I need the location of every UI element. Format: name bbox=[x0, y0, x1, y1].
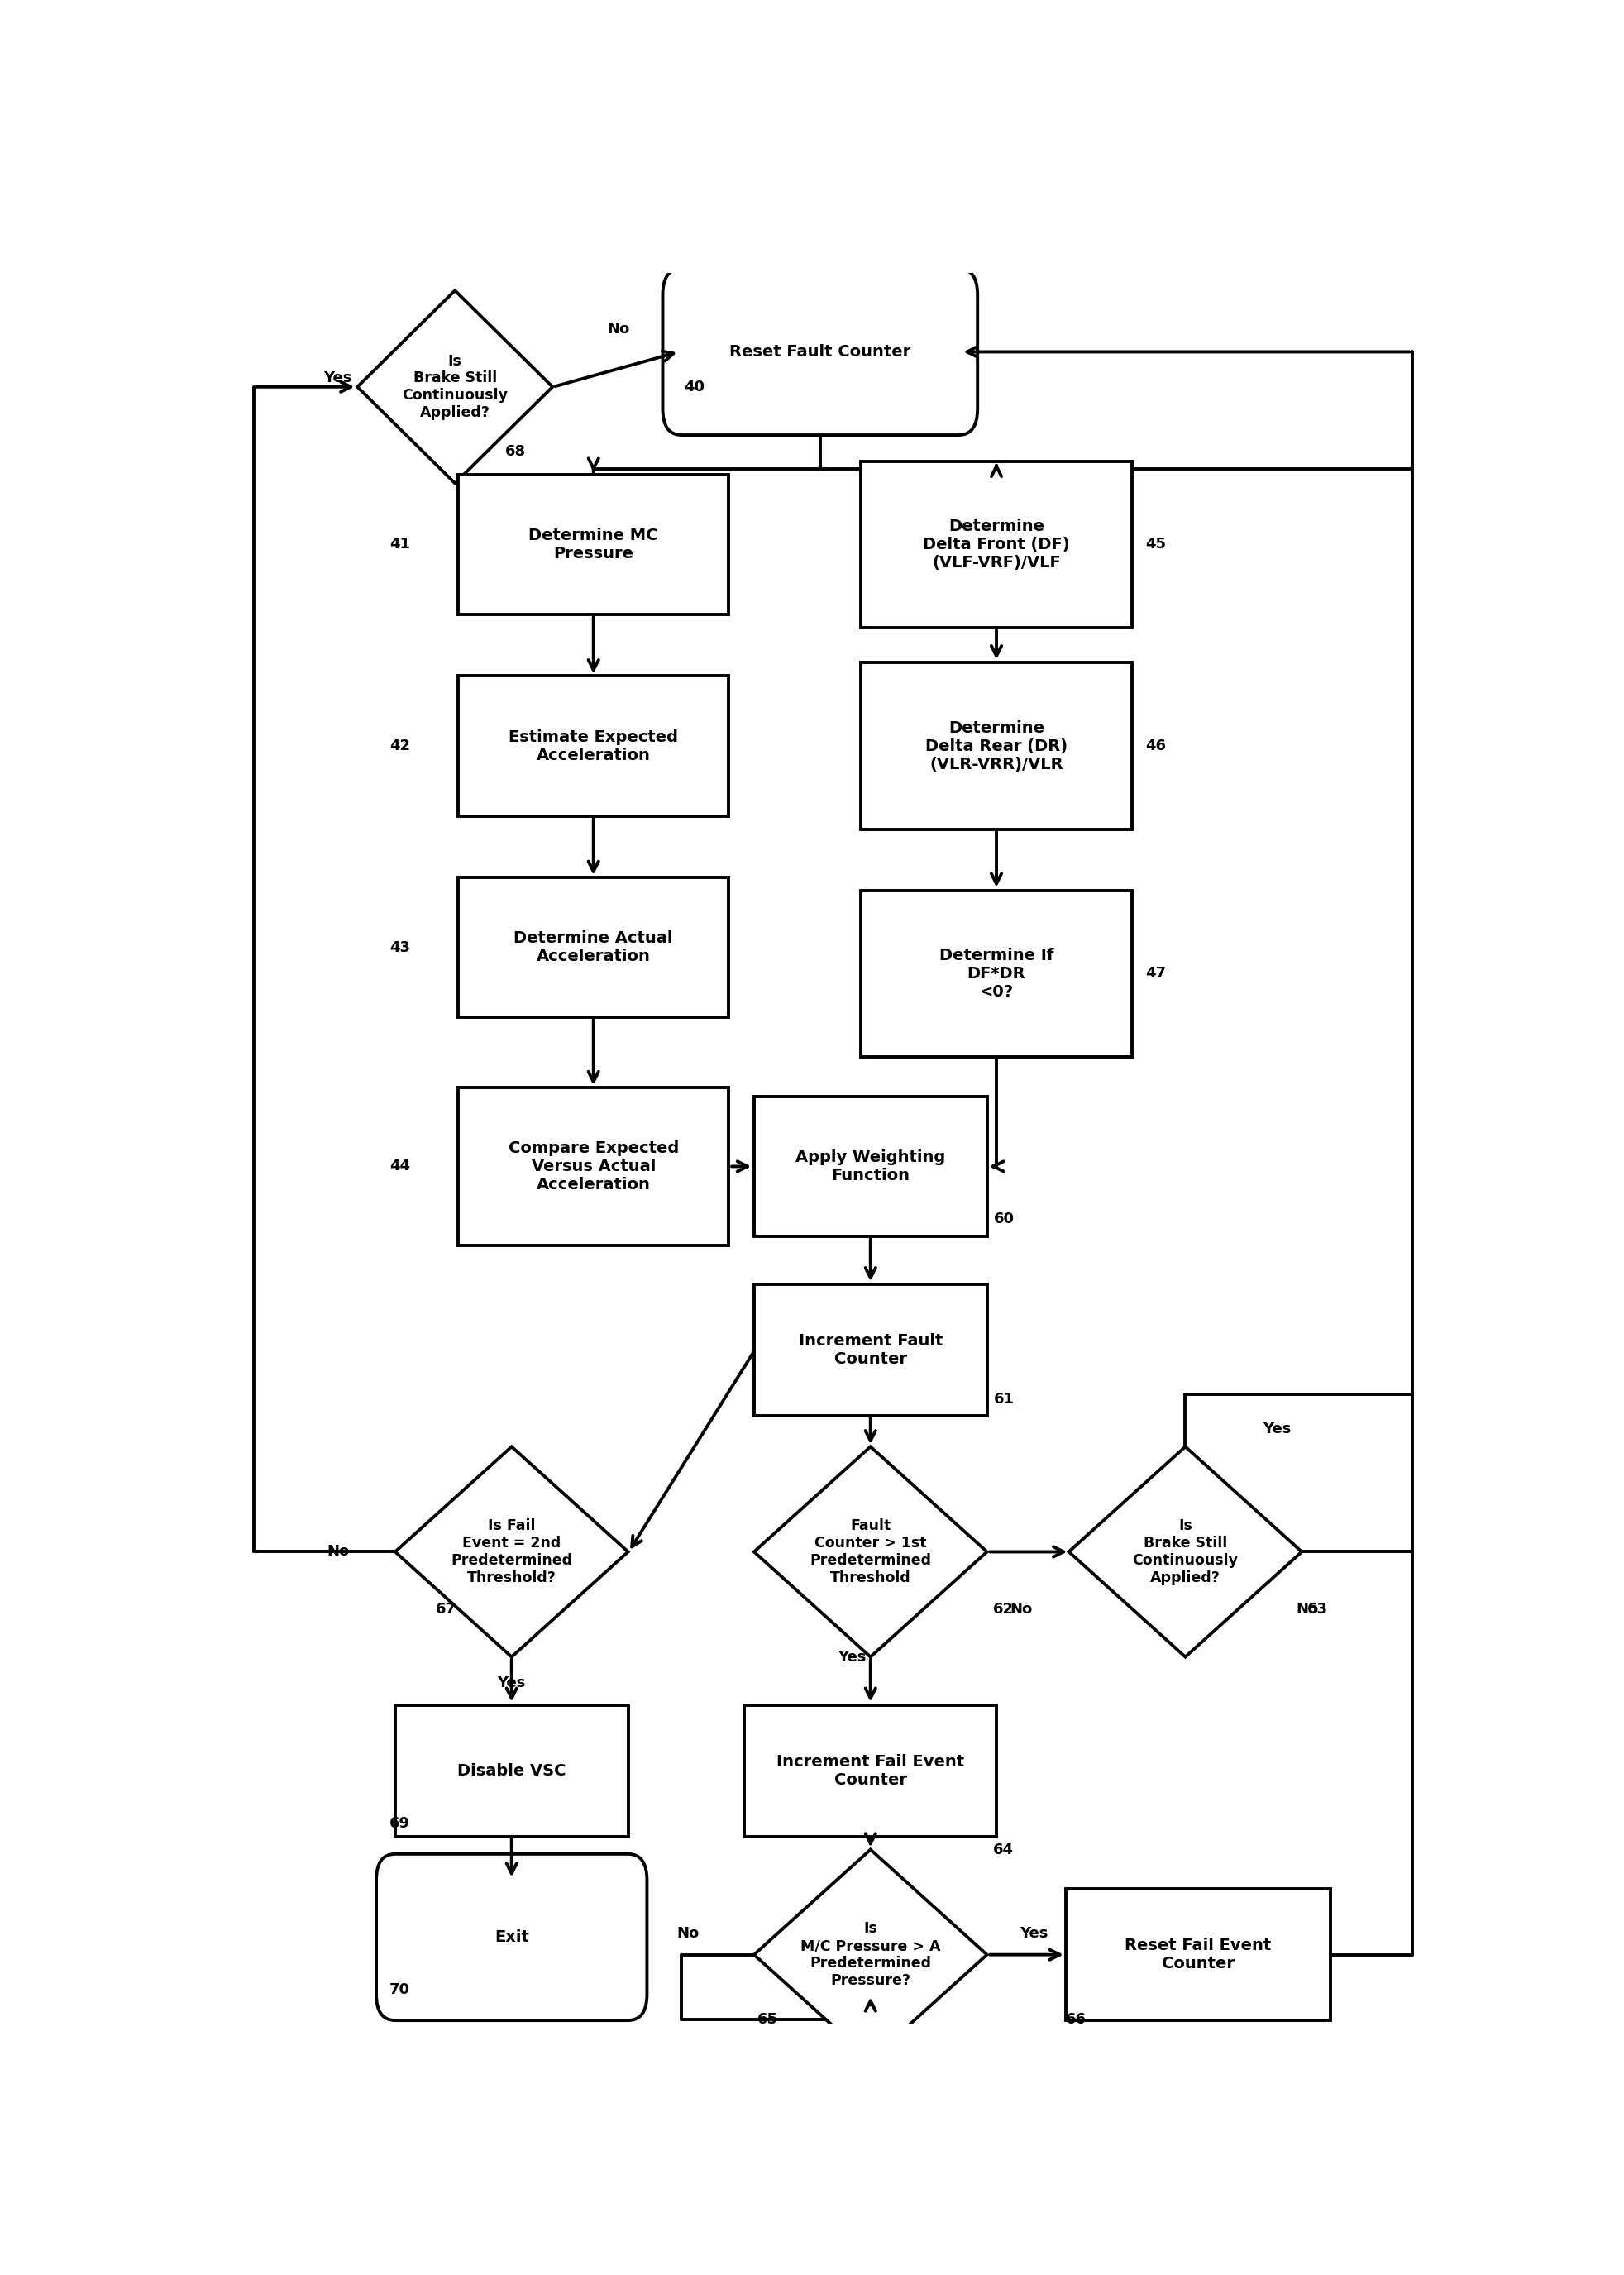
Text: 67: 67 bbox=[435, 1602, 456, 1618]
Text: Reset Fault Counter: Reset Fault Counter bbox=[729, 344, 911, 359]
Text: 47: 47 bbox=[1145, 967, 1164, 981]
Polygon shape bbox=[1069, 1447, 1301, 1656]
Text: 70: 70 bbox=[390, 1982, 409, 1997]
Text: 40: 40 bbox=[684, 380, 705, 394]
Text: 60: 60 bbox=[994, 1213, 1013, 1226]
Text: 69: 69 bbox=[390, 1815, 409, 1831]
Text: Determine Actual
Acceleration: Determine Actual Acceleration bbox=[513, 930, 672, 965]
Bar bbox=[458, 475, 729, 614]
Text: Is
M/C Pressure > A
Predetermined
Pressure?: Is M/C Pressure > A Predetermined Pressu… bbox=[801, 1922, 940, 1988]
Polygon shape bbox=[357, 291, 552, 482]
Bar bbox=[744, 1704, 996, 1836]
Text: Yes: Yes bbox=[836, 1649, 866, 1665]
Bar bbox=[861, 890, 1132, 1058]
Text: Is
Brake Still
Continuously
Applied?: Is Brake Still Continuously Applied? bbox=[1132, 1517, 1237, 1586]
Bar bbox=[458, 878, 729, 1017]
Polygon shape bbox=[754, 1447, 986, 1656]
Text: 64: 64 bbox=[992, 1843, 1013, 1856]
Text: Increment Fail Event
Counter: Increment Fail Event Counter bbox=[776, 1754, 965, 1788]
Text: 65: 65 bbox=[757, 2011, 778, 2027]
Text: 44: 44 bbox=[390, 1158, 409, 1174]
Text: Disable VSC: Disable VSC bbox=[456, 1763, 565, 1779]
Polygon shape bbox=[754, 1850, 986, 2059]
Text: 68: 68 bbox=[505, 444, 526, 460]
Text: 63: 63 bbox=[1307, 1602, 1327, 1618]
Text: No: No bbox=[676, 1927, 698, 1941]
Text: Reset Fail Event
Counter: Reset Fail Event Counter bbox=[1124, 1938, 1270, 1972]
Text: Determine If
DF*DR
<0?: Determine If DF*DR <0? bbox=[939, 949, 1052, 999]
Text: Fault
Counter > 1st
Predetermined
Threshold: Fault Counter > 1st Predetermined Thresh… bbox=[809, 1517, 931, 1586]
Bar bbox=[1065, 1888, 1330, 2020]
Bar bbox=[458, 1087, 729, 1244]
Text: 45: 45 bbox=[1145, 537, 1164, 553]
Text: Compare Expected
Versus Actual
Acceleration: Compare Expected Versus Actual Accelerat… bbox=[508, 1140, 679, 1192]
FancyBboxPatch shape bbox=[377, 1854, 646, 2020]
Text: Exit: Exit bbox=[494, 1929, 529, 1945]
Text: Yes: Yes bbox=[323, 371, 352, 384]
Text: Determine MC
Pressure: Determine MC Pressure bbox=[528, 528, 658, 562]
Text: Yes: Yes bbox=[1020, 1927, 1047, 1941]
Text: Apply Weighting
Function: Apply Weighting Function bbox=[796, 1149, 945, 1183]
Text: 41: 41 bbox=[390, 537, 409, 553]
Bar bbox=[754, 1097, 986, 1238]
Text: No: No bbox=[326, 1545, 349, 1558]
Text: No: No bbox=[1010, 1602, 1033, 1618]
Text: Is Fail
Event = 2nd
Predetermined
Threshold?: Is Fail Event = 2nd Predetermined Thresh… bbox=[450, 1517, 572, 1586]
Text: No: No bbox=[607, 321, 630, 337]
Text: 46: 46 bbox=[1145, 739, 1164, 753]
Bar bbox=[754, 1285, 986, 1415]
Text: 42: 42 bbox=[390, 739, 409, 753]
Text: No: No bbox=[1296, 1602, 1319, 1618]
Bar bbox=[861, 662, 1132, 828]
Text: Increment Fault
Counter: Increment Fault Counter bbox=[797, 1333, 942, 1367]
FancyBboxPatch shape bbox=[663, 268, 978, 435]
Text: 61: 61 bbox=[994, 1392, 1013, 1406]
Text: Determine
Delta Rear (DR)
(VLR-VRR)/VLR: Determine Delta Rear (DR) (VLR-VRR)/VLR bbox=[924, 719, 1067, 771]
Text: Yes: Yes bbox=[1262, 1422, 1291, 1436]
Text: Estimate Expected
Acceleration: Estimate Expected Acceleration bbox=[508, 728, 677, 762]
Polygon shape bbox=[395, 1447, 628, 1656]
Text: Determine
Delta Front (DF)
(VLF-VRF)/VLF: Determine Delta Front (DF) (VLF-VRF)/VLF bbox=[922, 519, 1069, 571]
Text: 43: 43 bbox=[390, 940, 409, 956]
Text: 62: 62 bbox=[992, 1602, 1013, 1618]
Bar bbox=[458, 676, 729, 817]
Text: 66: 66 bbox=[1065, 2011, 1086, 2027]
Bar bbox=[861, 462, 1132, 628]
Bar bbox=[395, 1704, 628, 1836]
Text: Yes: Yes bbox=[497, 1677, 526, 1690]
Text: Is
Brake Still
Continuously
Applied?: Is Brake Still Continuously Applied? bbox=[401, 353, 508, 421]
